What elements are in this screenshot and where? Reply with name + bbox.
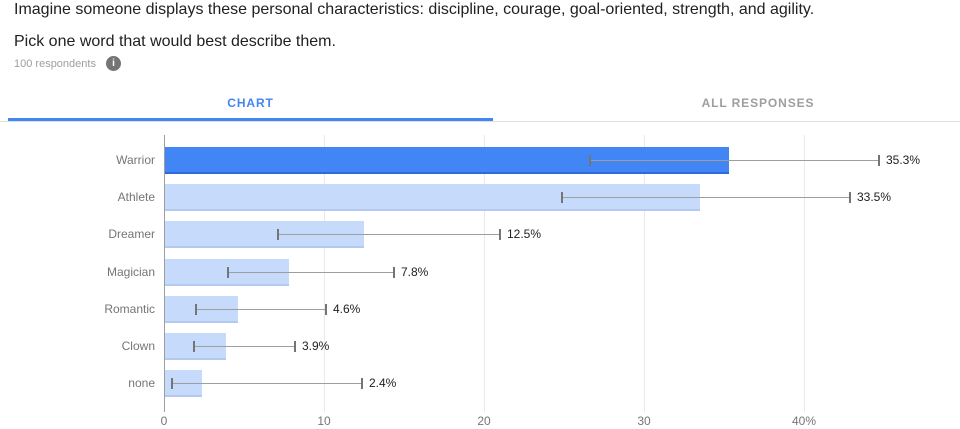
- error-bar-line: [196, 309, 326, 310]
- error-bar-line: [278, 234, 500, 235]
- error-bar-cap: [277, 229, 279, 240]
- tab-bar: CHART ALL RESPONSES: [0, 85, 960, 122]
- tab-chart[interactable]: CHART: [8, 85, 493, 121]
- error-bar-cap: [294, 341, 296, 352]
- x-tick-label: 40%: [791, 414, 817, 428]
- gridline: [644, 135, 645, 412]
- value-label: 3.9%: [302, 339, 330, 353]
- survey-question-line2: Pick one word that would best describe t…: [14, 33, 336, 50]
- x-tick-label: 30: [637, 414, 651, 428]
- error-bar-cap: [849, 192, 851, 203]
- error-bar-cap: [393, 267, 395, 278]
- error-bar-cap: [325, 304, 327, 315]
- error-bar-cap: [195, 304, 197, 315]
- x-tick-label: 0: [160, 414, 168, 428]
- info-icon[interactable]: i: [105, 56, 121, 71]
- respondents-row: 100 respondents i: [14, 56, 121, 71]
- error-bar-cap: [878, 155, 880, 166]
- error-bar-cap: [171, 378, 173, 389]
- error-bar-line: [194, 346, 295, 347]
- error-bar-cap: [361, 378, 363, 389]
- value-label: 35.3%: [886, 153, 921, 167]
- error-bar-line: [590, 160, 879, 161]
- x-tick-label: 10: [317, 414, 331, 428]
- category-label: Romantic: [104, 302, 155, 316]
- gridline: [804, 135, 805, 412]
- category-label: Magician: [106, 265, 155, 279]
- category-label: Dreamer: [108, 227, 155, 241]
- x-tick-label: 20: [477, 414, 491, 428]
- respondents-count: 100 respondents: [14, 57, 96, 70]
- category-label: Athlete: [117, 190, 155, 204]
- category-label: Warrior: [116, 153, 155, 167]
- error-bar-cap: [589, 155, 591, 166]
- error-bar-cap: [193, 341, 195, 352]
- value-label: 2.4%: [369, 376, 397, 390]
- value-label: 33.5%: [857, 190, 892, 204]
- error-bar-cap: [227, 267, 229, 278]
- active-tab-indicator: [8, 118, 493, 121]
- error-bar-cap: [499, 229, 501, 240]
- gridline: [324, 135, 325, 412]
- bar-athlete[interactable]: [165, 184, 700, 211]
- gridline: [484, 135, 485, 412]
- value-label: 12.5%: [507, 227, 542, 241]
- error-bar-line: [228, 272, 394, 273]
- error-bar-line: [562, 197, 850, 198]
- value-label: 7.8%: [401, 265, 429, 279]
- tab-all-responses[interactable]: ALL RESPONSES: [493, 85, 960, 121]
- survey-question-line1: Imagine someone displays these personal …: [14, 1, 815, 18]
- error-bar-cap: [561, 192, 563, 203]
- tab-chart-label: CHART: [227, 96, 274, 110]
- value-label: 4.6%: [333, 302, 361, 316]
- category-label: none: [128, 376, 155, 390]
- tab-all-responses-label: ALL RESPONSES: [701, 96, 815, 110]
- category-label: Clown: [121, 339, 155, 353]
- axis-baseline: [164, 135, 165, 412]
- error-bar-line: [172, 383, 362, 384]
